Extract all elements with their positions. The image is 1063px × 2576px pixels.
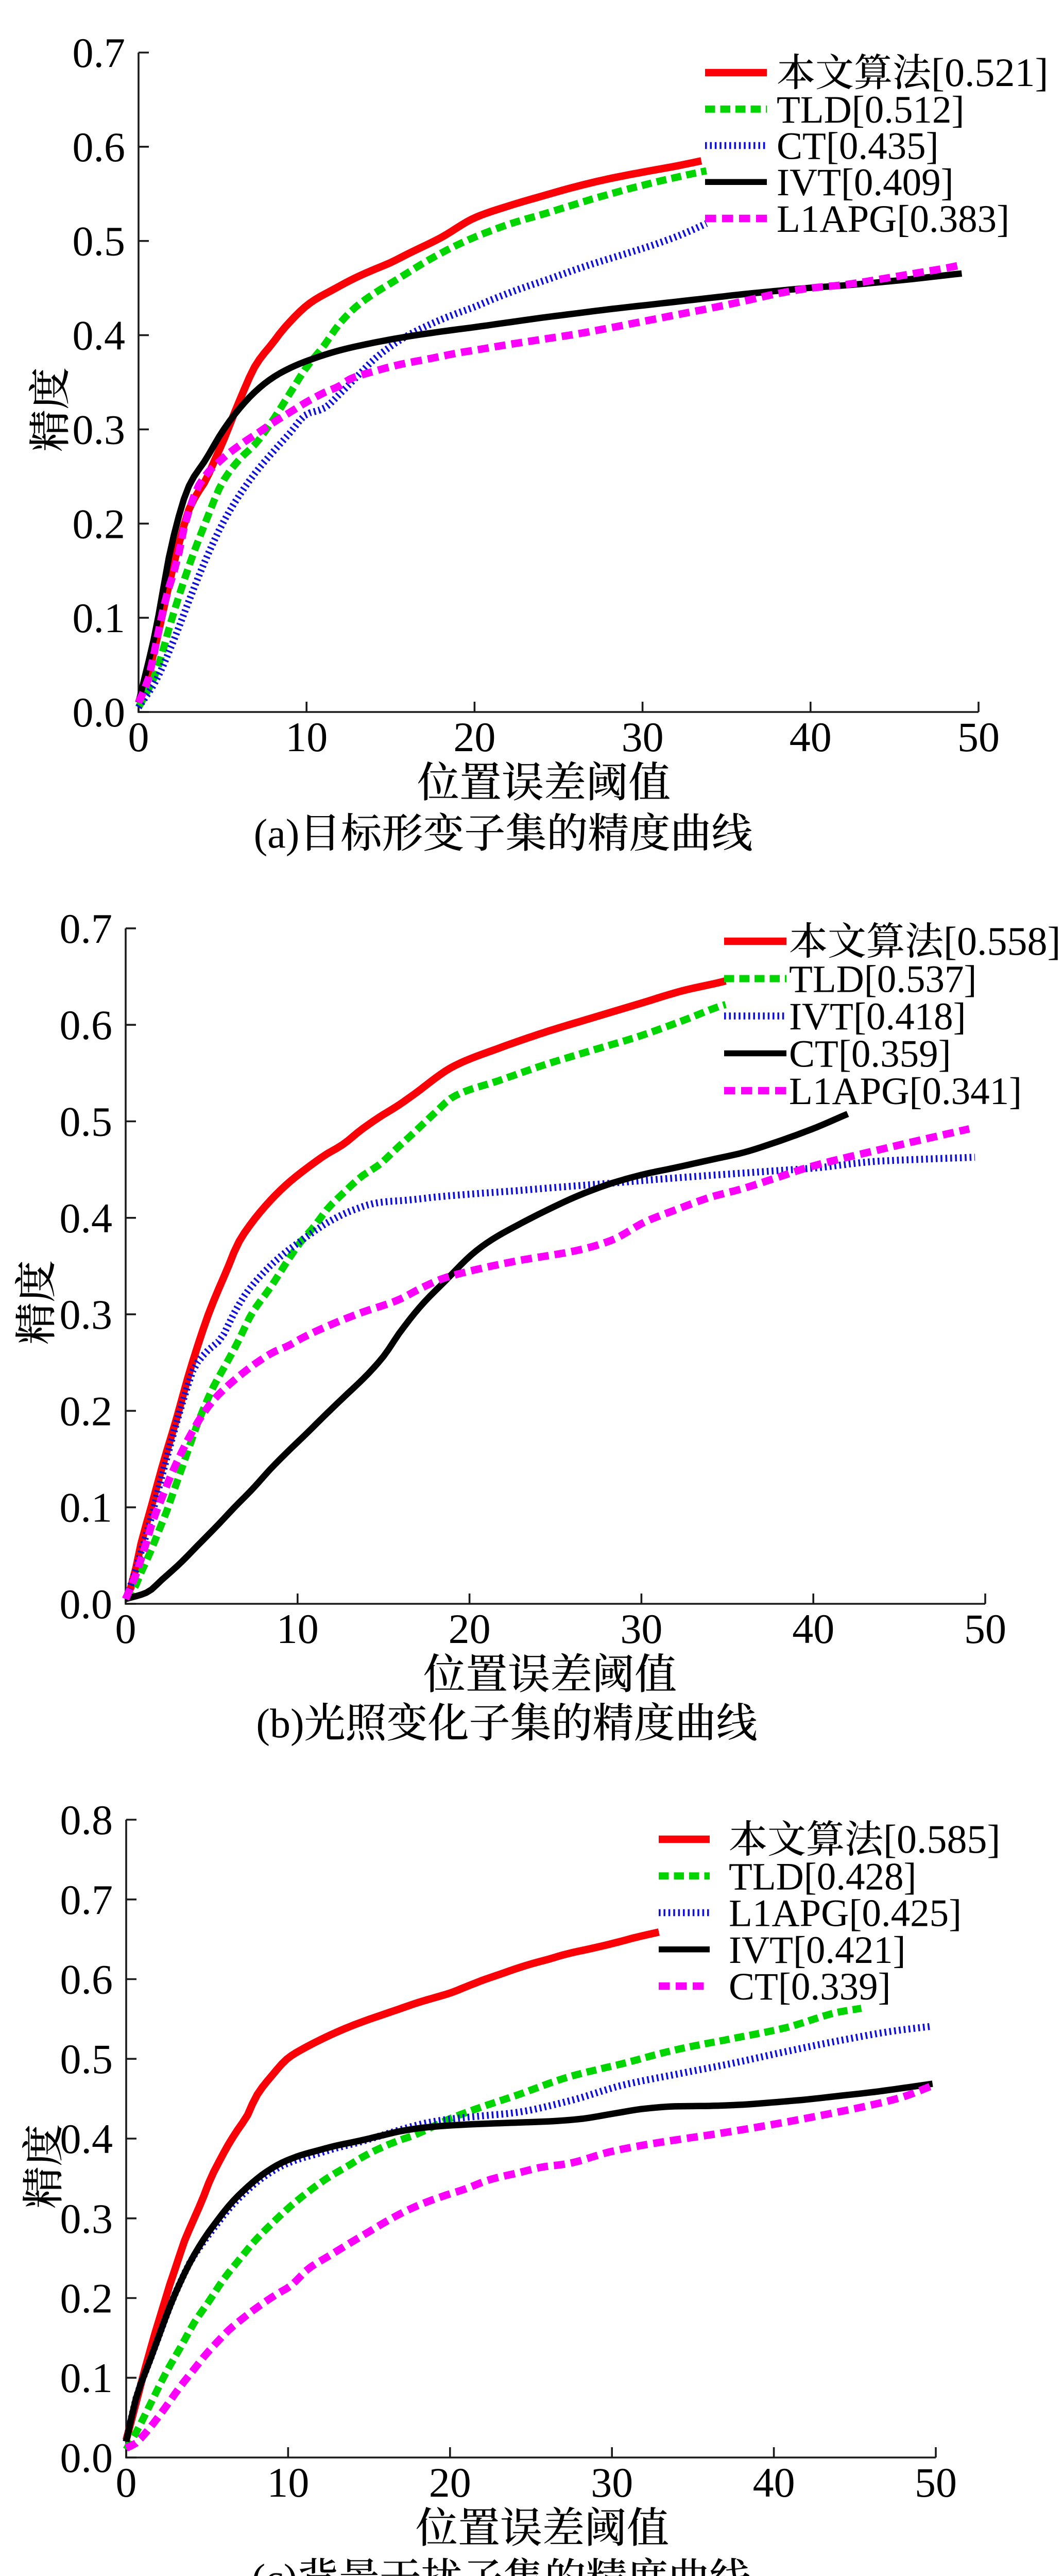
svg-text:0.0: 0.0 xyxy=(60,1581,113,1628)
svg-text:TLD[0.537]: TLD[0.537] xyxy=(789,958,977,1001)
svg-text:L1APG[0.425]: L1APG[0.425] xyxy=(729,1892,962,1935)
svg-text:CT[0.339]: CT[0.339] xyxy=(729,1965,891,2008)
svg-text:0.8: 0.8 xyxy=(60,1797,113,1843)
svg-text:0.3: 0.3 xyxy=(60,1291,113,1338)
svg-text:0: 0 xyxy=(116,2459,137,2506)
svg-text:0.6: 0.6 xyxy=(73,124,126,171)
svg-text:10: 10 xyxy=(267,2459,309,2506)
svg-text:L1APG[0.383]: L1APG[0.383] xyxy=(777,198,1009,241)
svg-text:50: 50 xyxy=(964,1605,1006,1652)
svg-text:(b): (b) xyxy=(256,1701,304,1747)
svg-text:0.1: 0.1 xyxy=(60,1484,113,1531)
svg-text:[0.558]: [0.558] xyxy=(944,919,1060,963)
svg-text:40: 40 xyxy=(790,714,832,760)
svg-text:0.5: 0.5 xyxy=(60,1098,113,1145)
svg-text:(c): (c) xyxy=(252,2556,298,2576)
svg-text:IVT[0.421]: IVT[0.421] xyxy=(729,1929,906,1972)
svg-text:0.7: 0.7 xyxy=(60,905,113,952)
svg-text:20: 20 xyxy=(449,1605,491,1652)
svg-text:40: 40 xyxy=(792,1605,834,1652)
svg-text:0.2: 0.2 xyxy=(60,1387,113,1434)
svg-text:0.0: 0.0 xyxy=(73,689,126,736)
svg-text:0.3: 0.3 xyxy=(73,406,126,453)
svg-text:0: 0 xyxy=(115,1605,136,1652)
svg-text:[0.585]: [0.585] xyxy=(883,1817,1000,1861)
svg-text:30: 30 xyxy=(622,714,664,760)
svg-text:CT[0.435]: CT[0.435] xyxy=(777,125,939,168)
svg-text:0.0: 0.0 xyxy=(60,2434,113,2481)
svg-text:50: 50 xyxy=(915,2459,957,2506)
svg-text:TLD[0.512]: TLD[0.512] xyxy=(777,89,965,131)
svg-text:0.4: 0.4 xyxy=(60,2115,113,2162)
svg-text:IVT[0.409]: IVT[0.409] xyxy=(777,161,954,204)
svg-text:20: 20 xyxy=(429,2459,471,2506)
svg-text:0.6: 0.6 xyxy=(60,1002,113,1048)
svg-text:10: 10 xyxy=(277,1605,319,1652)
svg-text:0.1: 0.1 xyxy=(73,595,126,641)
svg-text:0.5: 0.5 xyxy=(60,2036,113,2082)
svg-text:20: 20 xyxy=(453,714,495,760)
svg-text:L1APG[0.341]: L1APG[0.341] xyxy=(789,1070,1022,1113)
svg-text:0.3: 0.3 xyxy=(60,2195,113,2242)
svg-text:40: 40 xyxy=(753,2459,795,2506)
svg-text:0.5: 0.5 xyxy=(73,218,126,265)
svg-text:0.7: 0.7 xyxy=(73,29,126,76)
svg-text:10: 10 xyxy=(285,714,328,760)
svg-text:50: 50 xyxy=(957,714,1000,760)
svg-text:0.7: 0.7 xyxy=(60,1876,113,1923)
svg-text:[0.521]: [0.521] xyxy=(931,50,1048,95)
svg-text:30: 30 xyxy=(591,2459,633,2506)
svg-text:30: 30 xyxy=(620,1605,662,1652)
svg-text:(a): (a) xyxy=(254,811,300,857)
svg-text:0.4: 0.4 xyxy=(60,1195,113,1242)
svg-text:CT[0.359]: CT[0.359] xyxy=(789,1033,951,1076)
svg-text:0.4: 0.4 xyxy=(73,312,126,359)
svg-text:IVT[0.418]: IVT[0.418] xyxy=(789,995,966,1038)
svg-text:0.2: 0.2 xyxy=(60,2275,113,2322)
svg-text:TLD[0.428]: TLD[0.428] xyxy=(729,1855,917,1898)
svg-text:0.1: 0.1 xyxy=(60,2354,113,2401)
svg-text:0: 0 xyxy=(128,714,149,760)
svg-text:0.2: 0.2 xyxy=(73,500,126,547)
svg-text:0.6: 0.6 xyxy=(60,1956,113,2003)
